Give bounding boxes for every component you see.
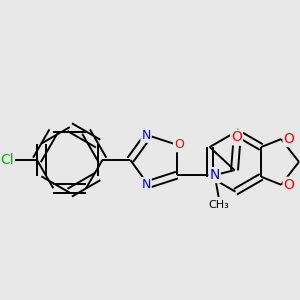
Text: O: O: [231, 130, 242, 144]
Text: CH₃: CH₃: [208, 200, 229, 210]
Text: O: O: [284, 132, 295, 146]
Text: O: O: [284, 178, 295, 192]
Text: N: N: [209, 168, 220, 182]
Text: N: N: [141, 129, 151, 142]
Text: Cl: Cl: [0, 153, 14, 167]
Text: N: N: [141, 178, 151, 191]
Text: O: O: [174, 138, 184, 151]
